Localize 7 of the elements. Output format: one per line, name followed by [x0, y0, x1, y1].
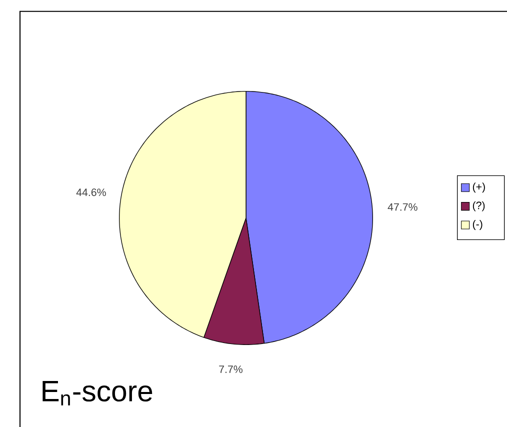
- text: E$_{n}$-score: [42, 381, 152, 406]
- legend-label: (?): [472, 201, 485, 212]
- legend-label: (-): [472, 220, 482, 230]
- data-label: 47.7%: [388, 203, 418, 211]
- data-label: 7.7%: [219, 366, 242, 373]
- legend-label: (+): [472, 182, 485, 193]
- data-label: 44.6%: [76, 188, 106, 196]
